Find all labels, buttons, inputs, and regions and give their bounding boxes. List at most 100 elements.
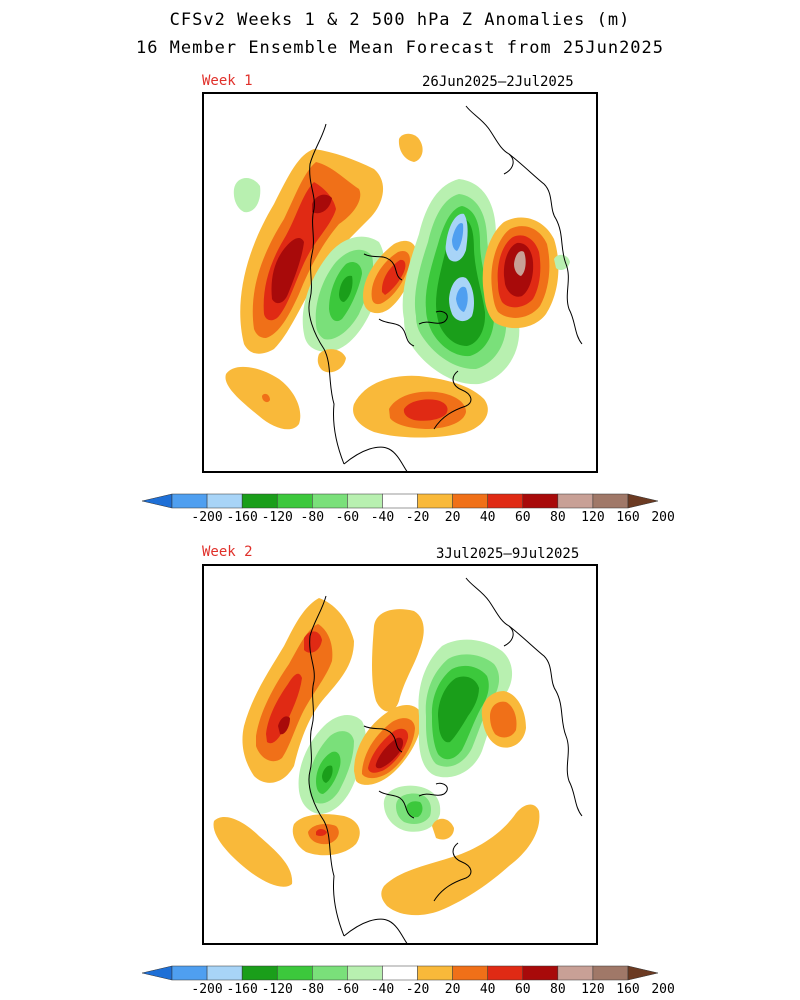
anomaly-positive-60 [266,673,302,744]
week2-label: Week 2 [202,544,253,560]
colorbar-swatch [276,965,313,981]
colorbar-arrow-low [141,493,173,509]
colorbar-swatch [312,965,348,981]
coastlines [308,577,583,943]
week2-date-range: 3Jul2025–9Jul2025 [436,546,580,562]
colorbar-swatch [522,965,559,981]
colorbar-swatch [592,493,629,509]
colorbar-swatch [171,493,208,509]
anomaly-positive-20 [398,133,423,162]
colorbar-swatch [487,965,524,981]
colorbar-swatch [276,493,313,509]
colorbar-tick-label: 80 [550,510,566,525]
colorbar-tick-label: -120 [261,510,293,525]
colorbar-tick-label: -40 [370,510,395,525]
colorbar-tick-label: -160 [226,510,258,525]
anomaly-positive-20 [381,804,540,916]
colorbar-tick-label: 120 [581,982,605,997]
anomaly-positive-20 [432,818,454,840]
colorbar-tick-label: 40 [479,982,496,997]
anomaly-negative-20 [233,178,261,213]
colorbar-swatch [347,965,383,981]
colorbar-swatch [417,493,453,509]
colorbar-arrow-high [627,965,659,981]
colorbar-swatch [592,965,629,981]
colorbar-tick-label: -80 [300,510,325,525]
colorbar-swatch [241,965,278,981]
colorbar-swatch [347,493,383,509]
anomaly-positive-20 [372,609,424,712]
anomaly-positive-20 [213,816,293,887]
colorbar-swatch [241,493,278,509]
anomaly-positive-40 [490,701,517,738]
colorbar-tick-label: 160 [616,510,640,525]
week2-anomaly-map [213,577,583,943]
colorbar-tick-label: 60 [514,510,531,525]
anomaly-negative-20 [554,254,570,270]
colorbar-tick-label: 40 [479,510,496,525]
anomaly-positive-80 [375,737,404,769]
coastlines [308,105,583,471]
colorbar-tick-label: -160 [226,982,258,997]
anomaly-negative-60 [406,801,423,818]
anomaly-negative-160 [452,222,464,251]
colorbar-tick-label: -40 [370,982,395,997]
colorbar-tick-label: 20 [444,982,461,997]
colorbar-tick-label: 60 [514,982,531,997]
colorbar-tick-label: -20 [405,982,430,997]
colorbar-tick-label: 200 [651,982,675,997]
colorbar-tick-label: 120 [581,510,605,525]
title-line-1: CFSv2 Weeks 1 & 2 500 hPa Z Anomalies (m… [169,10,631,30]
anomaly-positive-80 [278,716,290,735]
colorbar-swatch [557,965,594,981]
anomaly-positive-80 [271,238,304,304]
week1-colorbar [141,492,659,512]
colorbar-tick-label: 80 [550,982,566,997]
colorbar-tick-label: -60 [335,510,360,525]
anomaly-positive-60 [403,399,448,421]
week1-colorbar-labels: -200 -160 -120 -80 -60 -40 -20 20 40 60 80 120 160 20… [142,510,674,526]
anomaly-positive-60 [316,829,327,836]
title-line-2: 16 Member Ensemble Mean Forecast from 25… [135,38,665,58]
colorbar-swatch [382,965,418,981]
anomaly-positive-40 [262,393,270,403]
colorbar-swatch [382,493,418,509]
anomaly-negative-160 [456,286,468,312]
colorbar-tick-label: 20 [444,510,461,525]
week2-colorbar-labels: -200 -160 -120 -80 -60 -40 -20 20 40 60 80 120 160 20… [142,982,674,998]
colorbar-swatch [206,965,243,981]
week1-label: Week 1 [202,73,253,89]
colorbar-swatch [522,493,559,509]
colorbar-swatch [312,493,348,509]
colorbar-swatch [171,965,208,981]
colorbar-arrow-high [627,493,659,509]
colorbar-swatch [206,493,243,509]
colorbar-tick-label: -200 [191,510,223,525]
anomaly-positive-60 [304,631,322,653]
anomaly-negative-80 [438,676,479,743]
colorbar-swatch [487,493,524,509]
colorbar-arrow-low [141,965,173,981]
colorbar-tick-label: -60 [335,982,360,997]
colorbar-tick-label: 200 [651,510,675,525]
anomaly-negative-80 [339,275,353,302]
colorbar-graphic [141,965,659,981]
anomaly-positive-80 [312,194,332,214]
colorbar-tick-label: -80 [300,982,325,997]
colorbar-tick-label: -120 [261,982,293,997]
week2-map [202,564,598,945]
anomaly-negative-80 [322,765,333,783]
week2-colorbar [141,964,659,984]
week1-date-range: 26Jun2025–2Jul2025 [422,74,574,90]
anomaly-positive-60 [381,259,406,295]
anomaly-positive-120 [514,251,526,276]
colorbar-swatch [452,493,488,509]
colorbar-graphic [141,493,659,509]
week1-anomaly-map [225,105,583,471]
colorbar-swatch [417,965,453,981]
colorbar-swatch [557,493,594,509]
colorbar-tick-label: 160 [616,982,640,997]
week1-map [202,92,598,473]
colorbar-tick-label: -20 [405,510,430,525]
anomaly-positive-20 [317,349,346,373]
